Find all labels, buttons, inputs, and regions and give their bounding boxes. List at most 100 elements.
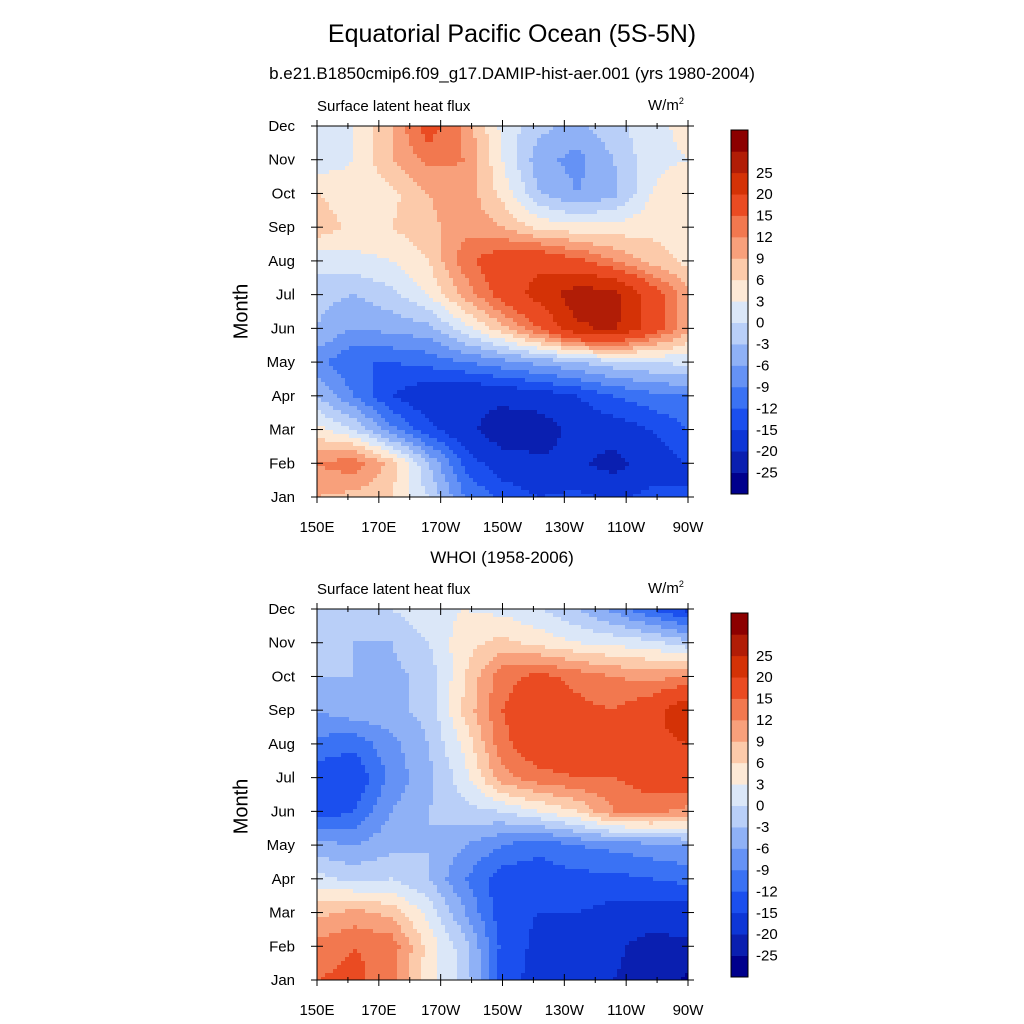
heatmap-cell (609, 318, 614, 323)
heatmap-cell (341, 290, 346, 295)
heatmap-cell (577, 130, 582, 135)
heatmap-cell (413, 314, 418, 319)
heatmap-cell (625, 326, 630, 331)
heatmap-cell (357, 210, 362, 215)
heatmap-cell (349, 254, 354, 259)
heatmap-cell (449, 330, 454, 335)
heatmap-cell (509, 214, 514, 219)
heatmap-cell (445, 290, 450, 295)
heatmap-cell (565, 230, 570, 235)
heatmap-cell (585, 146, 590, 151)
heatmap-cell (381, 150, 386, 155)
heatmap-cell (465, 130, 470, 135)
heatmap-cell (341, 202, 346, 207)
heatmap-cell (425, 318, 430, 323)
heatmap-cell (397, 126, 402, 131)
heatmap-cell (665, 234, 670, 239)
heatmap-cell (433, 262, 438, 267)
heatmap-cell (373, 330, 378, 335)
heatmap-cell (365, 338, 370, 343)
heatmap-cell (445, 274, 450, 279)
heatmap-cell (537, 278, 542, 283)
heatmap-cell (433, 290, 438, 295)
heatmap-cell (429, 298, 434, 303)
heatmap-cell (601, 262, 606, 267)
heatmap-cell (429, 302, 434, 307)
heatmap-cell (565, 138, 570, 143)
heatmap-cell (657, 318, 662, 323)
heatmap-cell (393, 326, 398, 331)
heatmap-cell (577, 174, 582, 179)
heatmap-cell (329, 190, 334, 195)
heatmap-cell (605, 314, 610, 319)
heatmap-cell (681, 154, 686, 159)
heatmap-cell (673, 262, 678, 267)
heatmap-cell (417, 322, 422, 327)
heatmap-cell (677, 250, 682, 255)
heatmap-cell (373, 162, 378, 167)
heatmap-cell (449, 294, 454, 299)
heatmap-cell (485, 154, 490, 159)
heatmap-cell (409, 330, 414, 335)
heatmap-cell (613, 302, 618, 307)
heatmap-cell (481, 134, 486, 139)
heatmap-cell (429, 290, 434, 295)
heatmap-cell (545, 150, 550, 155)
heatmap-cell (545, 154, 550, 159)
heatmap-cell (613, 190, 618, 195)
heatmap-cell (525, 178, 530, 183)
heatmap-cell (489, 130, 494, 135)
heatmap-cell (537, 334, 542, 339)
heatmap-cell (557, 282, 562, 287)
heatmap-cell (433, 322, 438, 327)
heatmap-cell (401, 210, 406, 215)
heatmap-cell (573, 166, 578, 171)
heatmap-cell (433, 306, 438, 311)
heatmap-cell (345, 330, 350, 335)
heatmap-cell (385, 322, 390, 327)
heatmap-cell (673, 206, 678, 211)
heatmap-cell (409, 226, 414, 231)
heatmap-cell (365, 318, 370, 323)
heatmap-cell (393, 162, 398, 167)
heatmap-cell (489, 254, 494, 259)
heatmap-cell (325, 266, 330, 271)
heatmap-cell (345, 158, 350, 163)
heatmap-cell (525, 206, 530, 211)
heatmap-cell (661, 238, 666, 243)
heatmap-cell (473, 318, 478, 323)
heatmap-cell (473, 238, 478, 243)
heatmap-cell (413, 170, 418, 175)
heatmap-cell (585, 266, 590, 271)
heatmap-cell (385, 234, 390, 239)
heatmap-cell (645, 230, 650, 235)
heatmap-cell (445, 278, 450, 283)
heatmap-cell (333, 274, 338, 279)
heatmap-cell (509, 330, 514, 335)
heatmap-cell (645, 142, 650, 147)
heatmap-cell (481, 242, 486, 247)
heatmap-cell (549, 198, 554, 203)
heatmap-cell (469, 298, 474, 303)
heatmap-cell (365, 126, 370, 131)
heatmap-cell (345, 182, 350, 187)
heatmap-cell (413, 270, 418, 275)
heatmap-cell (421, 302, 426, 307)
heatmap-cell (421, 286, 426, 291)
heatmap-cell (433, 186, 438, 191)
heatmap-cell (389, 262, 394, 267)
heatmap-cell (485, 314, 490, 319)
heatmap-cell (465, 150, 470, 155)
panel-1-variable-label: Surface latent heat flux (317, 98, 471, 115)
heatmap-cell (593, 162, 598, 167)
heatmap-cell (509, 266, 514, 271)
heatmap-cell (557, 150, 562, 155)
heatmap-cell (601, 126, 606, 131)
heatmap-cell (485, 126, 490, 131)
heatmap-cell (605, 286, 610, 291)
heatmap-cell (669, 234, 674, 239)
heatmap-cell (553, 158, 558, 163)
heatmap-cell (513, 298, 518, 303)
heatmap-cell (453, 302, 458, 307)
heatmap-cell (425, 130, 430, 135)
